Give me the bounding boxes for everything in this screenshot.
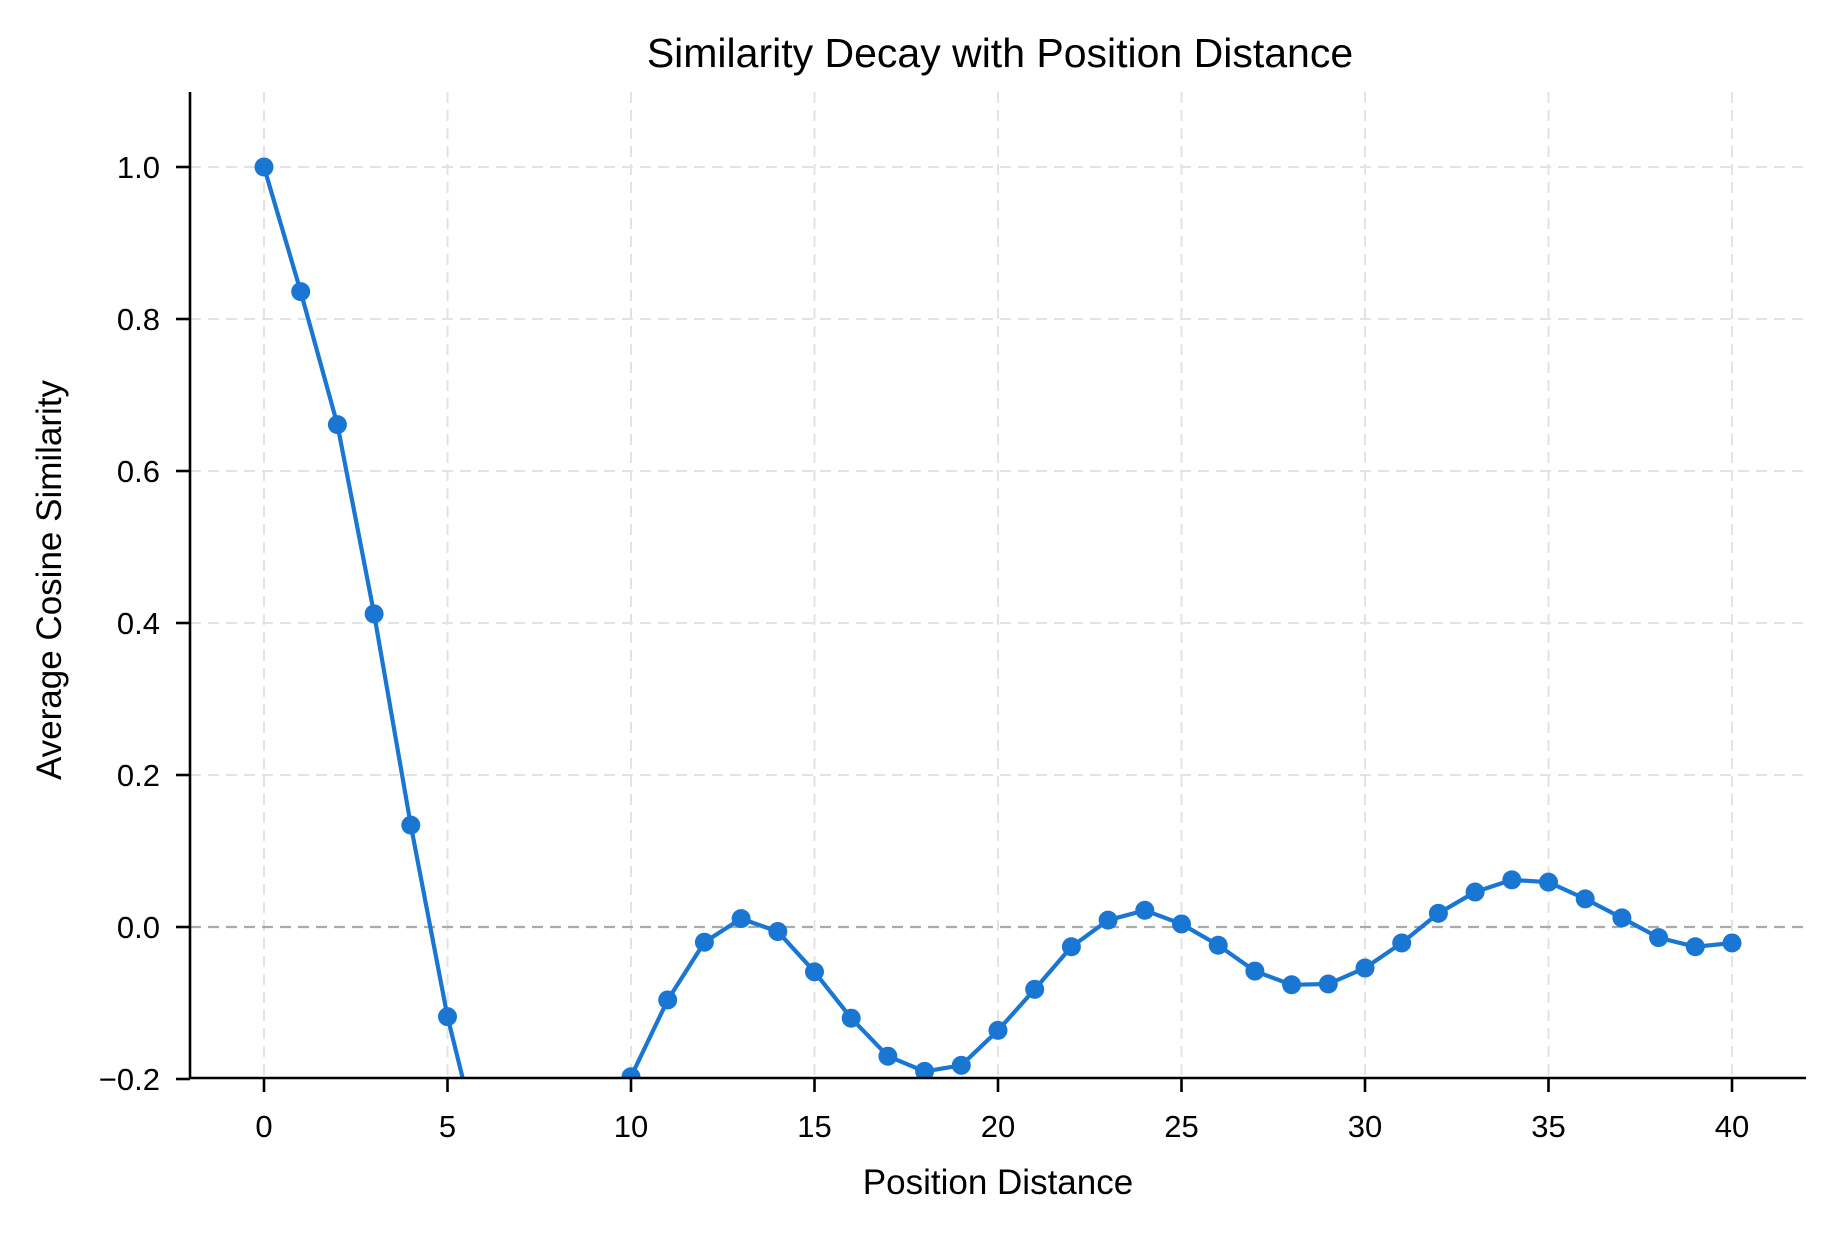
data-point-marker xyxy=(1025,979,1045,999)
x-axis-label: Position Distance xyxy=(863,1163,1133,1202)
data-point-marker xyxy=(1135,900,1155,920)
data-point-marker xyxy=(1208,935,1228,955)
data-point-marker xyxy=(805,962,824,982)
series-similarity xyxy=(254,157,1742,1079)
x-tick-label: 10 xyxy=(614,1109,648,1144)
data-point-marker xyxy=(1685,937,1705,957)
data-point-marker xyxy=(1722,933,1742,953)
data-point-marker xyxy=(1392,933,1412,953)
data-point-marker xyxy=(878,1046,898,1066)
data-point-marker xyxy=(1575,889,1595,909)
y-tick-label: 0.8 xyxy=(117,302,160,337)
data-point-marker xyxy=(1282,975,1302,995)
y-tick-label: 0.6 xyxy=(117,454,160,489)
data-point-marker xyxy=(988,1020,1008,1040)
y-tick-label: −0.2 xyxy=(99,1062,160,1097)
x-tick-label: 20 xyxy=(981,1109,1015,1144)
y-axis-label: Average Cosine Similarity xyxy=(30,379,69,780)
data-point-marker xyxy=(401,815,421,835)
data-point-marker xyxy=(1098,910,1118,930)
data-point-marker xyxy=(1245,961,1265,981)
data-point-marker xyxy=(1539,872,1558,892)
data-point-marker xyxy=(254,157,274,177)
y-tick-label: 0.2 xyxy=(117,758,160,793)
data-point-marker xyxy=(841,1008,861,1028)
data-point-marker xyxy=(731,909,751,929)
data-point-marker xyxy=(915,1061,935,1079)
data-point-marker xyxy=(1428,903,1448,923)
x-tick-label: 0 xyxy=(255,1109,272,1144)
data-point-marker xyxy=(1318,974,1338,994)
grid xyxy=(190,92,1806,1078)
data-point-marker xyxy=(1649,928,1669,948)
x-tick-label: 30 xyxy=(1348,1109,1382,1144)
x-tick-label: 15 xyxy=(797,1109,831,1144)
data-point-marker xyxy=(291,282,311,302)
data-point-marker xyxy=(694,932,714,952)
x-tick-label: 40 xyxy=(1715,1109,1749,1144)
data-point-marker xyxy=(768,922,788,942)
x-tick-label: 5 xyxy=(439,1109,456,1144)
y-tick-label: 0.4 xyxy=(117,606,160,641)
x-tick-label: 25 xyxy=(1164,1109,1198,1144)
data-point-marker xyxy=(438,1007,457,1027)
data-point-marker xyxy=(1612,908,1632,928)
data-point-marker xyxy=(1465,882,1485,902)
data-point-marker xyxy=(1502,870,1522,890)
data-point-marker xyxy=(1061,937,1081,957)
y-tick-label: 0.0 xyxy=(117,910,160,945)
data-point-marker xyxy=(327,415,347,435)
data-point-marker xyxy=(1355,958,1375,978)
data-point-marker xyxy=(951,1055,971,1075)
data-point-marker xyxy=(1172,914,1191,934)
data-point-marker xyxy=(621,1067,641,1079)
data-point-marker xyxy=(658,990,678,1010)
data-point-marker xyxy=(364,604,384,624)
ticks: 0 5 10 15 20 25 30 35 40 −0.2 0.0 0.2 0.4 0.6 0.8 1.0 xyxy=(99,150,1749,1144)
chart-title: Similarity Decay with Position Distance xyxy=(647,30,1353,76)
x-tick-label: 35 xyxy=(1531,1109,1565,1144)
y-tick-label: 1.0 xyxy=(117,150,160,185)
